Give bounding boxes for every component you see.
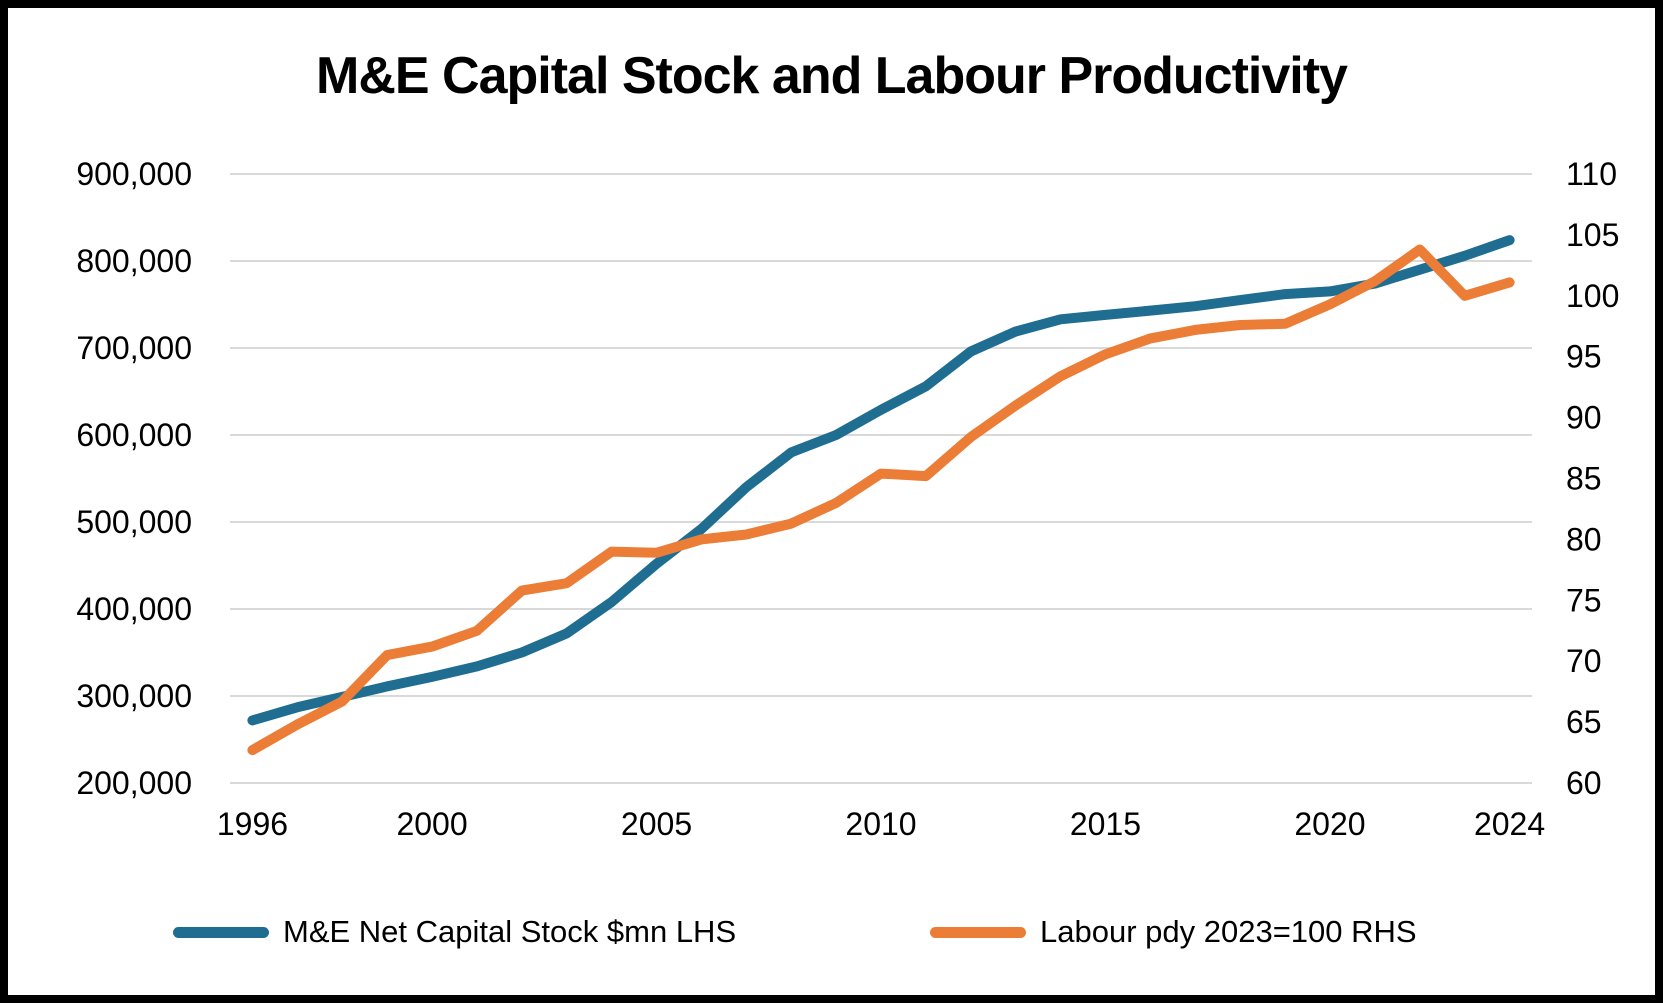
legend-item-capital-stock: M&E Net Capital Stock $mn LHS [173, 911, 736, 953]
x-axis-tick-label: 2024 [1474, 806, 1545, 842]
legend-item-labour-pdy: Labour pdy 2023=100 RHS [930, 911, 1417, 953]
plot-area: 900,000 800,000 700,000 600,000 500,000 400,0… [76, 156, 1619, 842]
right-axis-tick-label: 85 [1566, 461, 1602, 497]
right-axis-tick-label: 90 [1566, 400, 1602, 436]
x-axis-tick-label: 2005 [621, 806, 692, 842]
x-axis-tick-label: 2000 [396, 806, 467, 842]
right-axis-tick-label: 105 [1566, 217, 1619, 253]
right-axis-tick-label: 95 [1566, 339, 1602, 375]
labour-pdy-legend-swatch [930, 926, 1026, 938]
right-axis-tick-label: 100 [1566, 278, 1619, 314]
right-axis-tick-label: 70 [1566, 643, 1602, 679]
chart-title: M&E Capital Stock and Labour Productivit… [316, 47, 1348, 105]
left-axis-tick-label: 300,000 [76, 678, 192, 714]
x-axis-tick-label: 2015 [1070, 806, 1141, 842]
left-axis-tick-label: 200,000 [76, 765, 192, 801]
left-axis-tick-label: 800,000 [76, 243, 192, 279]
capital-stock-legend-swatch [173, 926, 269, 938]
right-axis-tick-label: 110 [1566, 156, 1617, 192]
x-axis-tick-label: 2020 [1294, 806, 1365, 842]
right-axis-tick-label: 65 [1566, 704, 1602, 740]
x-axis-tick-label: 2010 [845, 806, 916, 842]
right-axis-tick-label: 80 [1566, 521, 1602, 557]
left-axis-tick-label: 500,000 [76, 504, 192, 540]
right-axis-tick-label: 60 [1566, 765, 1602, 801]
x-axis-tick-label: 1996 [217, 806, 288, 842]
left-axis-tick-label: 400,000 [76, 591, 192, 627]
left-axis-tick-label: 600,000 [76, 417, 192, 453]
labour-pdy-line [247, 244, 1515, 756]
capital-stock-line [247, 235, 1515, 726]
capital-stock-legend-label: M&E Net Capital Stock $mn LHS [283, 914, 737, 949]
left-axis-tick-label: 700,000 [76, 330, 192, 366]
left-axis-tick-label: 900,000 [76, 156, 192, 192]
right-axis-tick-label: 75 [1566, 582, 1602, 618]
labour-pdy-legend-label: Labour pdy 2023=100 RHS [1040, 914, 1417, 949]
